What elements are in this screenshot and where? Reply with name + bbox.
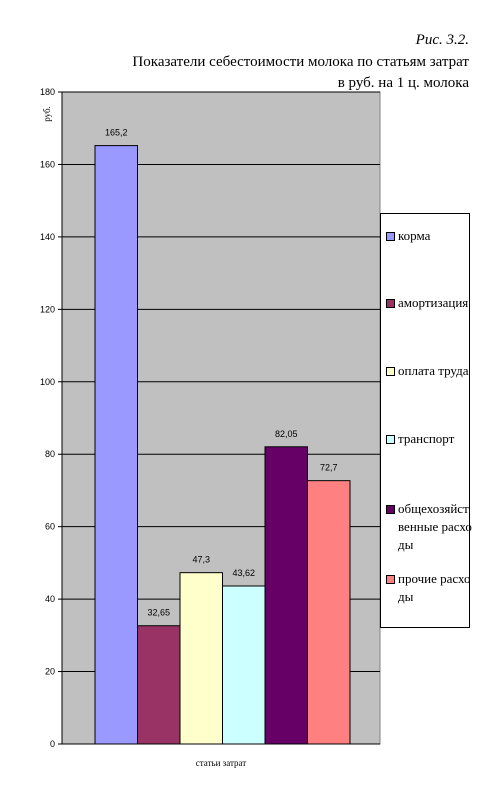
bar-4: [222, 585, 266, 745]
y-tick-label: 40: [45, 594, 55, 604]
legend-swatch: [386, 435, 395, 444]
y-tick-label: 20: [45, 667, 55, 677]
bar-5: [264, 446, 308, 745]
legend-label: оплата труда: [398, 363, 469, 378]
bar-6: [307, 480, 351, 745]
x-axis-label: статьи затрат: [196, 758, 247, 768]
y-tick-label: 160: [40, 159, 55, 169]
data-label-4: 43,62: [232, 568, 255, 578]
legend-item-5: общехозяйственные расходы: [386, 500, 474, 554]
legend-swatch: [386, 232, 395, 241]
legend-swatch: [386, 505, 395, 514]
legend-item-2: амортизация: [386, 294, 474, 312]
legend-label: амортизация: [398, 295, 469, 310]
data-label-6: 72,7: [320, 463, 338, 473]
chart-title-line-1: Показатели себестоимости молока по стать…: [132, 54, 469, 70]
chart-title: Показатели себестоимости молока по стать…: [132, 52, 469, 94]
legend: корма амортизация оплата труда транспорт общ…: [380, 213, 472, 628]
bar-1: [94, 145, 138, 745]
data-label-2: 32,65: [147, 608, 170, 618]
data-label-3: 47,3: [192, 555, 210, 565]
y-tick-label: 180: [40, 87, 55, 97]
legend-swatch: [386, 299, 395, 308]
legend-label: общехозяйственные расходы: [398, 501, 472, 552]
y-tick-label: 80: [45, 449, 55, 459]
y-axis-label: руб.: [42, 106, 52, 122]
bar-3: [179, 572, 223, 745]
y-tick-label: 120: [40, 304, 55, 314]
y-axis-ticks: 0 20 40 60 80 100 120 140 160 180: [40, 87, 62, 749]
legend-item-1: корма: [386, 227, 474, 245]
figure-caption: Рис. 3.2.: [415, 32, 469, 48]
y-tick-label: 60: [45, 522, 55, 532]
y-tick-label: 0: [50, 739, 55, 749]
bars: [94, 145, 351, 745]
bar-2: [137, 625, 181, 745]
data-label-5: 82,05: [275, 429, 298, 439]
legend-label: прочие расходы: [398, 571, 471, 604]
data-label-1: 165,2: [105, 128, 128, 138]
data-labels: 165,2 32,65 47,3 43,62 82,05 72,7: [105, 128, 338, 618]
legend-item-6: прочие расходы: [386, 570, 474, 606]
legend-label: корма: [398, 228, 431, 243]
legend-item-3: оплата труда: [386, 362, 474, 380]
legend-swatch: [386, 575, 395, 584]
legend-label: транспорт: [398, 431, 455, 446]
legend-swatch: [386, 367, 395, 376]
y-tick-label: 140: [40, 232, 55, 242]
legend-item-4: транспорт: [386, 430, 474, 448]
chart-title-line-2: в руб. на 1 ц. молока: [337, 75, 469, 91]
y-tick-label: 100: [40, 377, 55, 387]
